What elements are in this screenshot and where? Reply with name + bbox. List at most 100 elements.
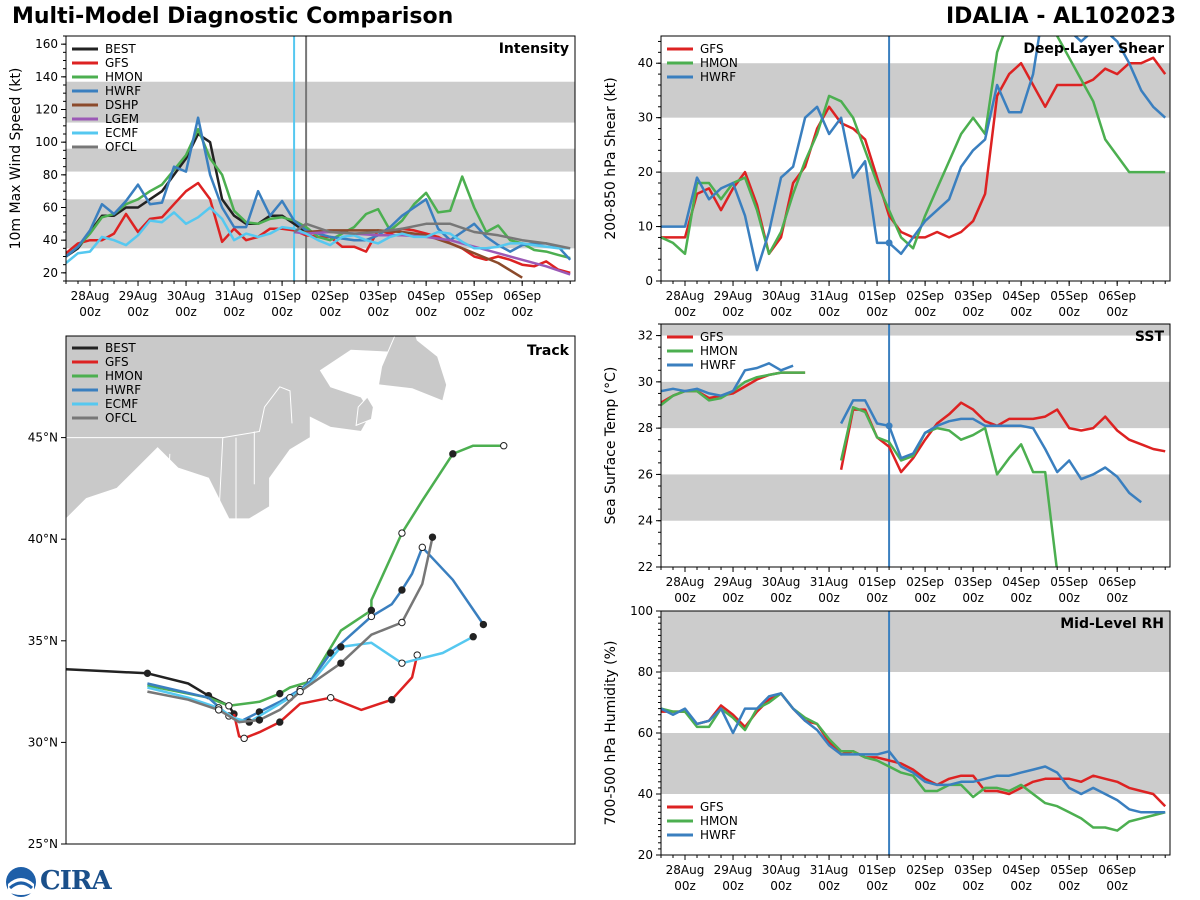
noaa-logo xyxy=(6,867,36,897)
sst-ytick-label: 24 xyxy=(638,514,653,528)
intensity-series-ofcl xyxy=(293,222,571,250)
intensity-ytick-label: 120 xyxy=(35,103,58,117)
rh-series-hwrf xyxy=(661,692,1166,814)
intensity-ytick-label: 40 xyxy=(43,233,58,247)
track-point-hwrf xyxy=(398,586,406,594)
shear-ylabel: 200-850 hPa Shear (kt) xyxy=(603,77,619,239)
intensity-ytick-label: 20 xyxy=(43,266,58,280)
shear-xtick-hour: 00z xyxy=(866,305,888,319)
rh-xtick-day: 01Sep xyxy=(858,863,896,877)
track-point-hwrf xyxy=(418,543,426,552)
sst-legend-label-gfs: GFS xyxy=(700,330,724,344)
shear-frame xyxy=(660,35,1171,282)
intensity-xtick-hour: 00z xyxy=(223,305,245,319)
rh-xtick-day: 30Aug xyxy=(762,863,801,877)
intensity-band-2 xyxy=(66,81,575,123)
intensity-xtick-hour: 00z xyxy=(319,305,341,319)
intensity-xtick-day: 31Aug xyxy=(215,289,254,303)
sst-marker xyxy=(885,422,893,430)
track-point-hmon xyxy=(398,529,406,537)
intensity-xtick-day: 04Sep xyxy=(407,289,445,303)
sst-xtick-hour: 00z xyxy=(1106,591,1128,605)
track-point-ecmf xyxy=(469,633,477,641)
sst-xtick-day: 03Sep xyxy=(954,575,992,589)
storm-id: IDALIA - AL102023 xyxy=(945,4,1176,29)
rh-series-gfs xyxy=(661,692,1167,808)
track-lat-label: 25°N xyxy=(28,837,58,851)
track-series-hwrf xyxy=(147,546,485,724)
sst-ytick-label: 28 xyxy=(638,421,653,435)
track-point-hmon xyxy=(449,450,457,458)
sst-xtick-day: 02Sep xyxy=(906,575,944,589)
sst-legend-label-hmon: HMON xyxy=(700,344,738,358)
intensity-xtick-hour: 00z xyxy=(271,305,293,319)
intensity-xtick-day: 01Sep xyxy=(263,289,301,303)
shear-xtick-hour: 00z xyxy=(1010,305,1032,319)
intensity-ylabel: 10m Max Wind Speed (kt) xyxy=(8,68,24,250)
track-legend-label-ecmf: ECMF xyxy=(105,397,138,411)
intensity-xtick-hour: 00z xyxy=(463,305,485,319)
sst-ytick-label: 26 xyxy=(638,467,653,481)
shear-xtick-day: 03Sep xyxy=(954,289,992,303)
shear-xtick-hour: 00z xyxy=(914,305,936,319)
sst-xtick-hour: 00z xyxy=(914,591,936,605)
rh-ytick-label: 60 xyxy=(638,726,653,740)
track-point-ecmf xyxy=(398,659,406,667)
intensity-xtick-day: 29Aug xyxy=(119,289,158,303)
rh-legend-label-gfs: GFS xyxy=(700,800,724,814)
intensity-ytick-label: 160 xyxy=(35,37,58,51)
shear-legend-label-hmon: HMON xyxy=(700,56,738,70)
sst-xtick-hour: 00z xyxy=(1010,591,1032,605)
intensity-xtick-day: 05Sep xyxy=(455,289,493,303)
track-point-ofcl xyxy=(428,533,437,541)
intensity-ytick-label: 60 xyxy=(43,201,58,215)
rh-plot-area xyxy=(661,611,1170,855)
intensity-xtick-day: 06Sep xyxy=(503,289,541,303)
rh-ytick-label: 40 xyxy=(638,787,653,801)
sst-xtick-day: 31Aug xyxy=(810,575,849,589)
intensity-ytick-label: 140 xyxy=(35,70,58,84)
intensity-series-hmon xyxy=(66,127,571,260)
track-series-hmon xyxy=(147,444,504,708)
intensity-xtick-day: 02Sep xyxy=(311,289,349,303)
track-land-newfoundland xyxy=(377,336,448,402)
shear-xtick-day: 30Aug xyxy=(762,289,801,303)
track-land-mainland xyxy=(66,336,402,520)
track-point-ecmf xyxy=(337,643,345,651)
shear-title: Deep-Layer Shear xyxy=(1023,41,1164,57)
intensity-legend-label-gfs: GFS xyxy=(105,56,129,70)
shear-xtick-day: 06Sep xyxy=(1098,289,1136,303)
shear-xtick-day: 05Sep xyxy=(1050,289,1088,303)
track-legend-label-gfs: GFS xyxy=(105,355,129,369)
track-point-ofcl xyxy=(255,716,264,724)
sst-ytick-label: 22 xyxy=(638,560,653,574)
sst-ytick-label: 32 xyxy=(638,329,653,343)
sst-xtick-hour: 00z xyxy=(818,591,840,605)
shear-xtick-day: 02Sep xyxy=(906,289,944,303)
sst-xtick-hour: 00z xyxy=(962,591,984,605)
shear-legend-label-gfs: GFS xyxy=(700,42,724,56)
sst-xtick-hour: 00z xyxy=(1058,591,1080,605)
intensity-xtick-hour: 00z xyxy=(175,305,197,319)
shear-ytick-label: 0 xyxy=(645,274,653,288)
rh-xtick-day: 04Sep xyxy=(1002,863,1040,877)
intensity-title: Intensity xyxy=(499,41,569,57)
shear-xtick-hour: 00z xyxy=(818,305,840,319)
track-lat-label: 40°N xyxy=(28,532,58,546)
intensity-xtick-day: 03Sep xyxy=(359,289,397,303)
rh-xtick-day: 31Aug xyxy=(810,863,849,877)
rh-ytick-label: 20 xyxy=(638,848,653,862)
intensity-xtick-day: 28Aug xyxy=(71,289,110,303)
shear-xtick-hour: 00z xyxy=(674,305,696,319)
rh-xtick-hour: 00z xyxy=(1010,879,1032,893)
sst-xtick-day: 05Sep xyxy=(1050,575,1088,589)
track-border-1 xyxy=(167,453,171,499)
sst-ytick-label: 30 xyxy=(638,375,653,389)
intensity-legend-label-ecmf: ECMF xyxy=(105,126,138,140)
intensity-xtick-hour: 00z xyxy=(79,305,101,319)
intensity-xtick-hour: 00z xyxy=(367,305,389,319)
track-point-hwrf xyxy=(367,612,376,621)
track-legend-label-best: BEST xyxy=(105,341,136,355)
track-lat-label: 35°N xyxy=(28,634,58,648)
